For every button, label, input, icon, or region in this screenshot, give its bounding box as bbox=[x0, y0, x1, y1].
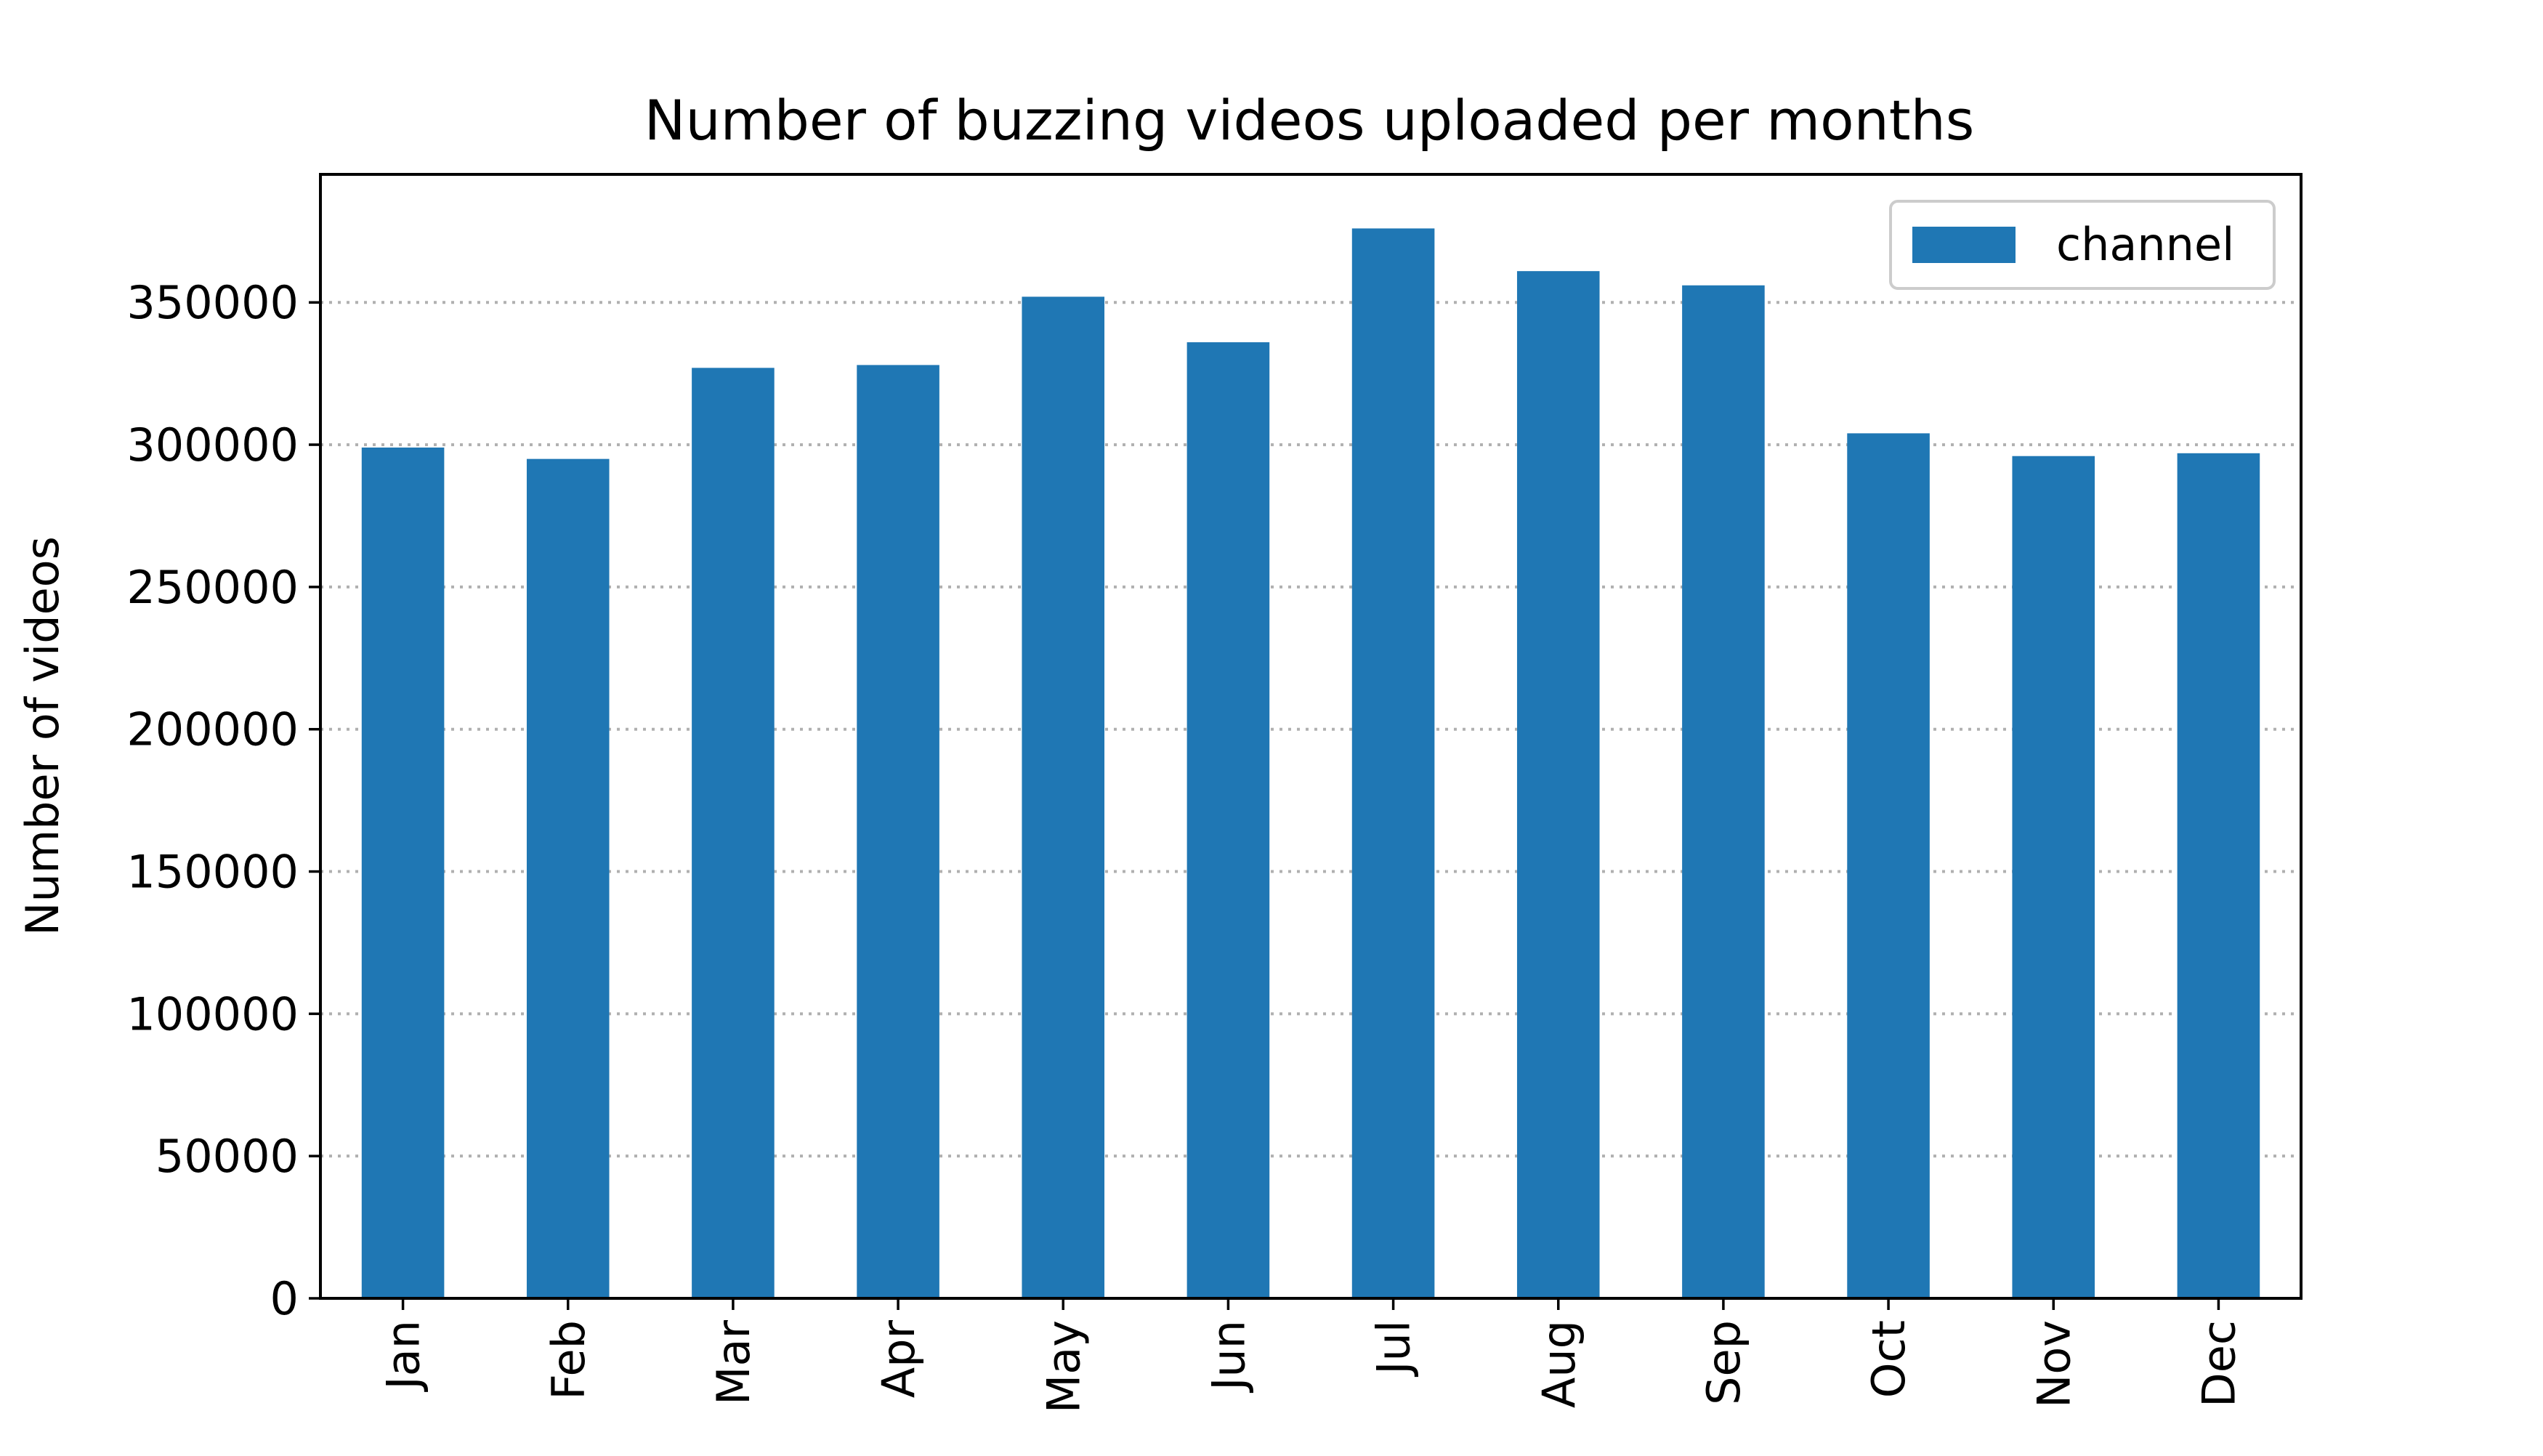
x-tick-label: Jun bbox=[1202, 1320, 1255, 1394]
legend: channel bbox=[1889, 200, 2276, 290]
bar-aug bbox=[1516, 271, 1600, 1299]
bar-sep bbox=[1682, 285, 1765, 1299]
bar-dec bbox=[2177, 453, 2260, 1298]
bar-oct bbox=[1847, 433, 1930, 1298]
x-tick-label: Jan bbox=[377, 1320, 430, 1393]
chart-title: Number of buzzing videos uploaded per mo… bbox=[644, 88, 1975, 153]
x-tick-label: Mar bbox=[707, 1319, 760, 1404]
bar-jul bbox=[1351, 228, 1435, 1299]
y-tick-label: 100000 bbox=[126, 987, 299, 1040]
x-tick-label: Jul bbox=[1367, 1320, 1420, 1378]
x-tick-label: Aug bbox=[1532, 1320, 1585, 1408]
plot-frame bbox=[319, 173, 2303, 1300]
x-tick-label: May bbox=[1037, 1320, 1090, 1413]
legend-label-channel: channel bbox=[2056, 218, 2234, 271]
tick-labels: 0 50000 100000 150000 200000 250000 300000 3500… bbox=[126, 276, 2245, 1413]
y-tick-label: 350000 bbox=[126, 276, 299, 329]
legend-swatch-channel bbox=[1912, 227, 2016, 263]
y-tick-label: 250000 bbox=[126, 561, 299, 614]
bar-feb bbox=[526, 458, 610, 1299]
axes bbox=[319, 173, 2303, 1300]
y-tick-label: 150000 bbox=[126, 846, 299, 899]
x-tick-label: Dec bbox=[2192, 1320, 2245, 1407]
x-tick-label: Feb bbox=[542, 1320, 595, 1400]
bar-jan bbox=[361, 447, 445, 1298]
y-tick-label: 0 bbox=[270, 1272, 299, 1325]
y-tick-label: 50000 bbox=[155, 1130, 299, 1183]
bars bbox=[361, 228, 2260, 1299]
bar-jun bbox=[1186, 342, 1270, 1298]
x-tick-label: Apr bbox=[872, 1319, 925, 1398]
y-axis-label: Number of videos bbox=[16, 536, 69, 936]
bar-mar bbox=[692, 368, 775, 1299]
legend-box bbox=[1889, 200, 2276, 290]
x-tick-label: Nov bbox=[2027, 1320, 2080, 1408]
x-tick-label: Oct bbox=[1862, 1320, 1915, 1398]
bar-may bbox=[1022, 296, 1105, 1298]
x-tick-label: Sep bbox=[1697, 1320, 1750, 1405]
y-tick-label: 200000 bbox=[126, 703, 299, 756]
bar-apr bbox=[857, 365, 939, 1298]
bar-nov bbox=[2012, 456, 2095, 1298]
y-tick-label: 300000 bbox=[126, 418, 299, 472]
